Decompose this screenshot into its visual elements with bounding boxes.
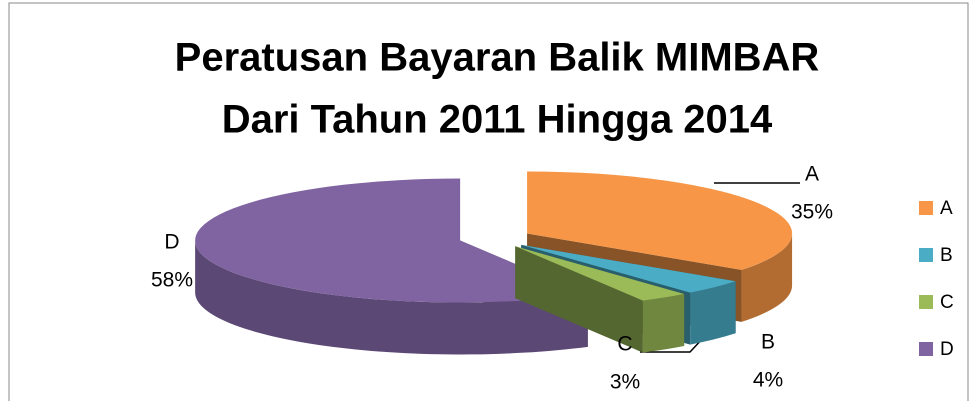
legend-label: A <box>940 198 953 219</box>
legend-swatch <box>919 248 933 262</box>
data-label: 58% <box>151 269 193 292</box>
slice-side <box>195 240 588 355</box>
chart-title: Peratusan Bayaran Balik MIMBAR <box>175 36 820 80</box>
legend-label: C <box>940 292 954 313</box>
chart-border <box>8 2 969 401</box>
legend-swatch <box>919 201 933 215</box>
data-label-name: A <box>805 163 819 186</box>
slice-side <box>642 294 685 353</box>
slice-side <box>741 233 793 322</box>
slice <box>195 178 588 303</box>
data-label-name: B <box>761 331 775 354</box>
legend-label: B <box>940 245 953 266</box>
legend-swatch <box>919 295 933 309</box>
slice <box>527 171 793 270</box>
slice-side <box>690 281 736 345</box>
legend-swatch <box>919 342 933 356</box>
slice <box>515 246 685 301</box>
legend-label: D <box>940 339 954 360</box>
slice-side <box>515 246 643 353</box>
slice <box>515 246 685 353</box>
data-label: 3% <box>610 371 640 394</box>
chart-title: Dari Tahun 2011 Hingga 2014 <box>222 98 773 142</box>
slice <box>521 244 736 293</box>
data-label: 35% <box>791 201 833 224</box>
data-label-name: D <box>164 231 179 254</box>
data-label-name: C <box>617 333 632 356</box>
data-label: 4% <box>753 369 783 392</box>
